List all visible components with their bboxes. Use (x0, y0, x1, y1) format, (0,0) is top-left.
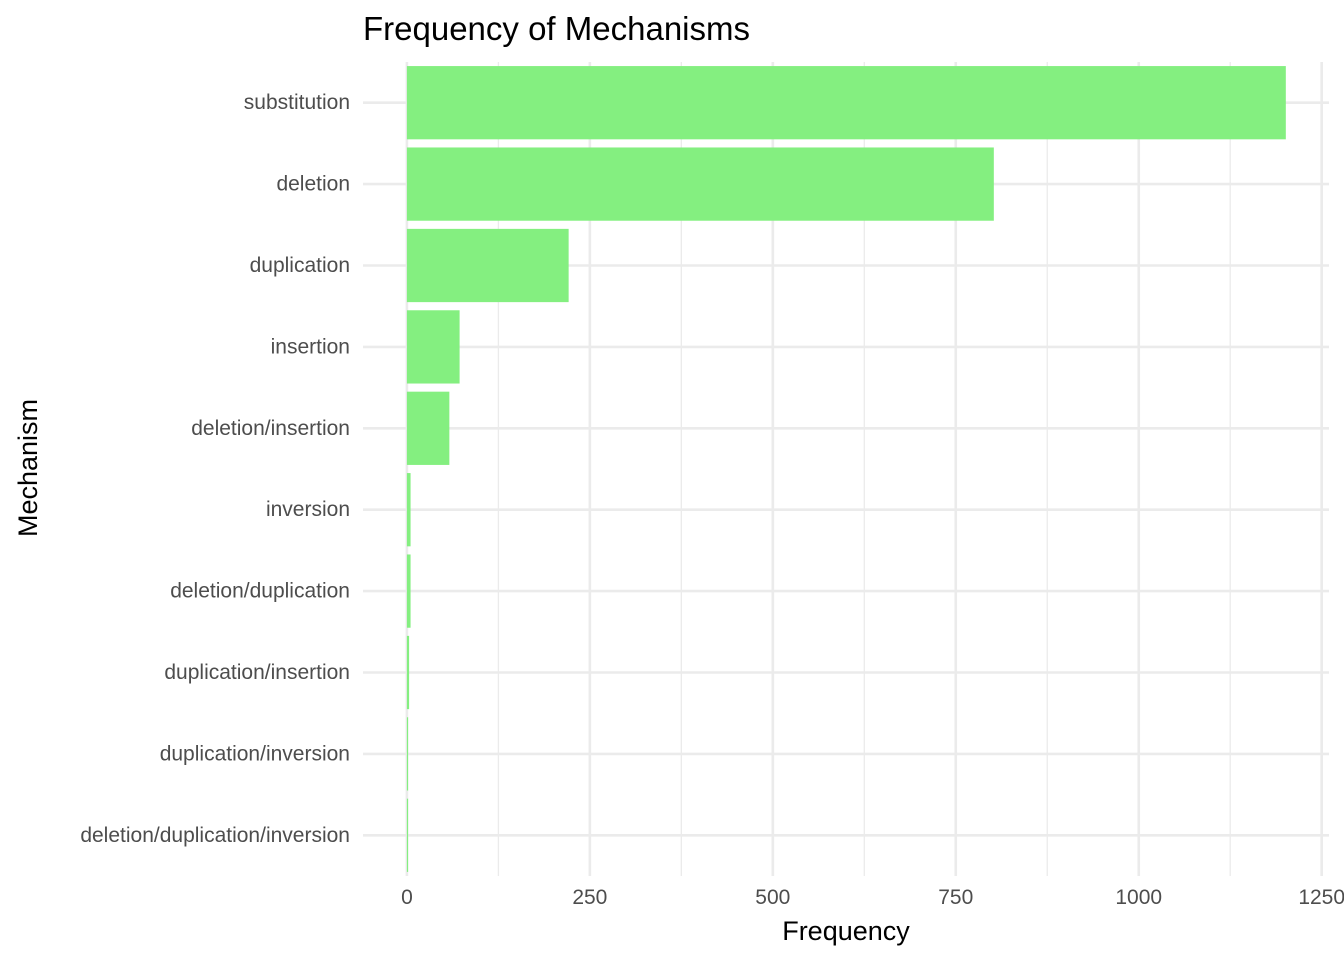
bar-duplication-inversion (406, 717, 409, 791)
bar-deletion-duplication (406, 554, 411, 628)
bar-duplication (406, 228, 569, 303)
bar-deletion-duplication-inversion (406, 798, 409, 872)
bar-insertion (406, 310, 460, 384)
bar-deletion-insertion (406, 391, 450, 465)
y-tick-label: deletion/duplication/inversion (80, 824, 350, 847)
y-tick-label: deletion (276, 173, 350, 196)
bar-duplication-insertion (406, 635, 410, 710)
chart-title: Frequency of Mechanisms (363, 10, 750, 47)
y-tick-label: insertion (271, 335, 350, 358)
bar-substitution (406, 66, 1286, 140)
y-tick-label: substitution (244, 91, 350, 114)
x-tick-labels: 0 250 500 750 1000 1250 (401, 886, 1344, 909)
y-tick-label: inversion (266, 498, 350, 521)
y-tick-label: duplication/inversion (160, 742, 350, 765)
y-tick-label: duplication/insertion (164, 661, 350, 684)
y-tick-label: deletion/insertion (191, 417, 350, 440)
bar-deletion (406, 147, 994, 221)
x-tick-label: 250 (572, 886, 607, 909)
bars (406, 66, 1286, 872)
x-tick-label: 1000 (1115, 886, 1162, 909)
x-tick-label: 1250 (1298, 886, 1344, 909)
bar-inversion (406, 473, 411, 547)
x-tick-label: 0 (401, 886, 413, 909)
y-tick-label: deletion/duplication (170, 580, 350, 603)
y-tick-labels: substitution deletion duplication insertion… (80, 91, 350, 847)
x-tick-label: 500 (755, 886, 790, 909)
y-tick-label: duplication (250, 254, 350, 277)
x-axis-title: Frequency (782, 916, 910, 946)
y-axis-title: Mechanism (13, 399, 43, 537)
x-tick-label: 750 (938, 886, 973, 909)
